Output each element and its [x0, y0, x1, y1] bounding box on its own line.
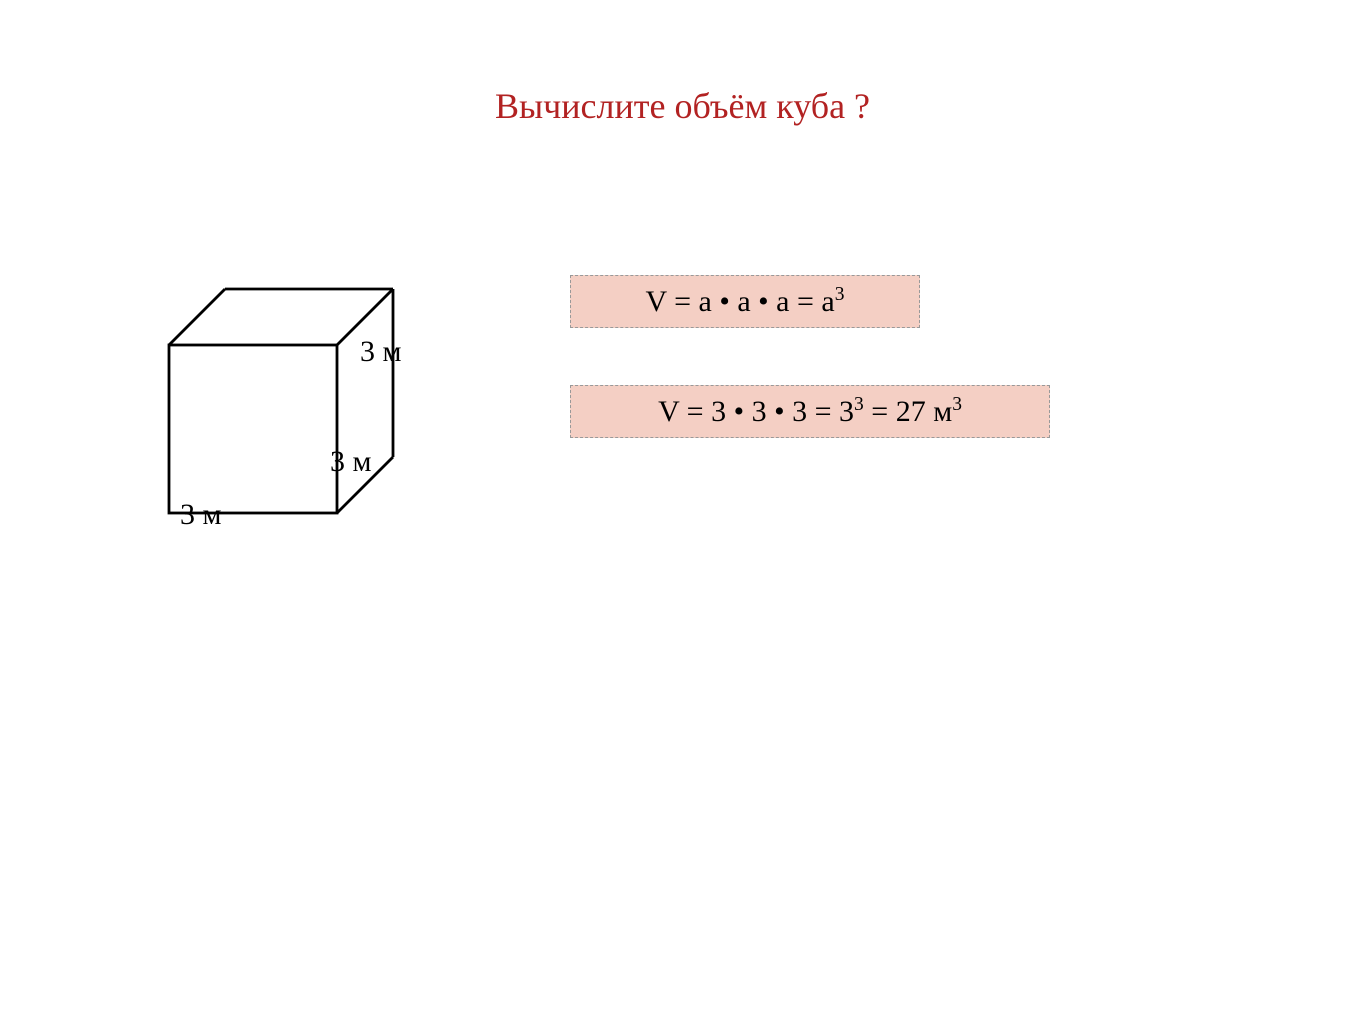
formula-calc-sup2: 3 — [952, 394, 962, 415]
formula-calc-mid: = 27 м — [864, 395, 952, 428]
page-title: Вычислите объём куба ? — [495, 85, 870, 127]
formula-calc-prefix: V = 3 • 3 • 3 = 3 — [658, 395, 854, 428]
formula-general-text: V = a • a • a = a — [646, 285, 835, 318]
formula-calculation: V = 3 • 3 • 3 = 33 = 27 м3 — [570, 385, 1050, 438]
cube-edge-tl — [169, 289, 225, 345]
cube-label-height: 3 м — [360, 335, 401, 369]
cube-front-face — [169, 345, 337, 513]
cube-label-depth: 3 м — [330, 445, 371, 479]
formula-calc-sup1: 3 — [854, 394, 864, 415]
cube-label-width: 3 м — [180, 498, 221, 532]
formula-general-sup: 3 — [835, 284, 845, 305]
formula-general: V = a • a • a = a3 — [570, 275, 920, 328]
